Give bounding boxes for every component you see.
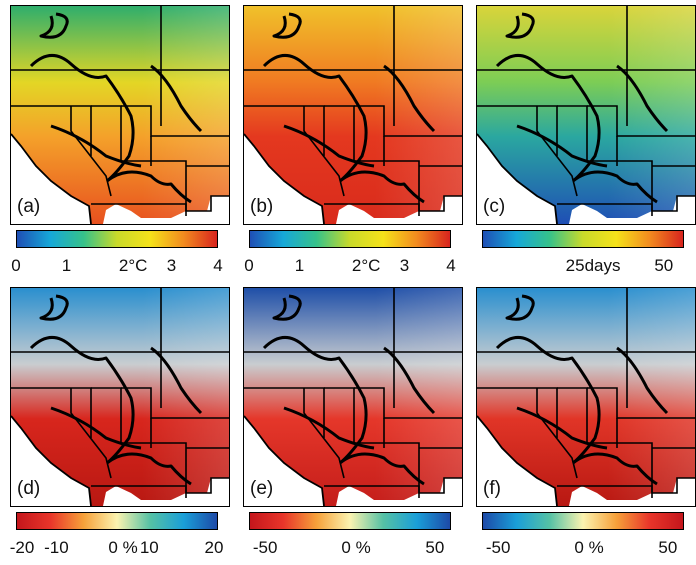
panel-label: (d) — [17, 478, 41, 499]
coastline — [244, 133, 325, 224]
colorbar-tick-label: 0 % — [108, 538, 138, 557]
colorbar-tick-label: 50 — [425, 538, 445, 557]
map-d — [11, 288, 229, 506]
mexico-border — [91, 477, 229, 494]
map-panel-a: (a) — [10, 5, 230, 225]
mexico-border — [324, 195, 462, 212]
colorbar-tick-label: -20 — [9, 538, 35, 557]
colorbar-f — [482, 512, 684, 530]
coastline — [11, 415, 92, 506]
colorbar-tick-label: 3 — [399, 256, 410, 275]
mexico-border — [557, 477, 695, 494]
colorbar-tick-label: 0 — [244, 256, 254, 275]
ocean — [477, 416, 557, 506]
coastline — [11, 133, 92, 224]
river-outlines — [262, 12, 436, 204]
map-panel-c: (c) — [476, 5, 696, 225]
colorbar-tick-label: 0 — [11, 256, 21, 275]
colorbar-tick-label: 4 — [213, 256, 223, 275]
state-borders — [244, 288, 462, 498]
map-c — [477, 6, 695, 224]
colorbar-tick-label: 1 — [61, 256, 72, 275]
colorbar-c — [482, 230, 684, 248]
river-outlines — [495, 12, 669, 204]
ocean — [477, 134, 557, 224]
river-outlines — [495, 294, 669, 486]
river-outlines — [29, 12, 203, 204]
river-outlines — [262, 294, 436, 486]
colorbar-tick-label: 20 — [204, 538, 224, 557]
map-a — [11, 6, 229, 224]
mexico-border — [557, 195, 695, 212]
ocean — [11, 416, 91, 506]
panel-label: (a) — [17, 196, 41, 217]
colorbar-tick-label: 0 % — [574, 538, 604, 557]
panel-label: (b) — [250, 196, 274, 217]
colorbar-tick-label: 50 — [658, 538, 678, 557]
coastline — [477, 133, 558, 224]
ocean — [244, 416, 324, 506]
state-borders — [11, 6, 229, 216]
map-panel-e: (e) — [243, 287, 463, 507]
colorbar-tick-label: 0 % — [341, 538, 371, 557]
state-borders — [477, 6, 695, 216]
colorbar-a — [16, 230, 218, 248]
map-panel-f: (f) — [476, 287, 696, 507]
mexico-border — [324, 477, 462, 494]
ocean — [244, 134, 324, 224]
map-f — [477, 288, 695, 506]
colorbar-tick-label: 4 — [446, 256, 456, 275]
colorbar-tick-label: 25days — [565, 256, 621, 275]
panel-label: (f) — [483, 478, 501, 499]
colorbar-tick-label: 2°C — [351, 256, 381, 275]
panel-label: (e) — [250, 478, 274, 499]
map-panel-d: (d) — [10, 287, 230, 507]
coastline — [477, 415, 558, 506]
colorbar-tick-label: -50 — [252, 538, 278, 557]
colorbar-tick-label: -10 — [44, 538, 69, 557]
colorbar-tick-label: 10 — [139, 538, 159, 557]
map-e — [244, 288, 462, 506]
colorbar-tick-label: 1 — [294, 256, 305, 275]
river-outlines — [29, 294, 203, 486]
coastline — [244, 415, 325, 506]
colorbar-b — [249, 230, 451, 248]
ocean — [11, 134, 91, 224]
state-borders — [244, 6, 462, 216]
colorbar-e — [249, 512, 451, 530]
colorbar-tick-label: 2°C — [118, 256, 148, 275]
colorbar-d — [16, 512, 218, 530]
state-borders — [477, 288, 695, 498]
colorbar-tick-label: 3 — [166, 256, 177, 275]
map-b — [244, 6, 462, 224]
mexico-border — [91, 195, 229, 212]
colorbar-tick-label: -50 — [485, 538, 511, 557]
panel-label: (c) — [483, 196, 506, 217]
map-panel-b: (b) — [243, 5, 463, 225]
colorbar-tick-label: 50 — [654, 256, 674, 275]
